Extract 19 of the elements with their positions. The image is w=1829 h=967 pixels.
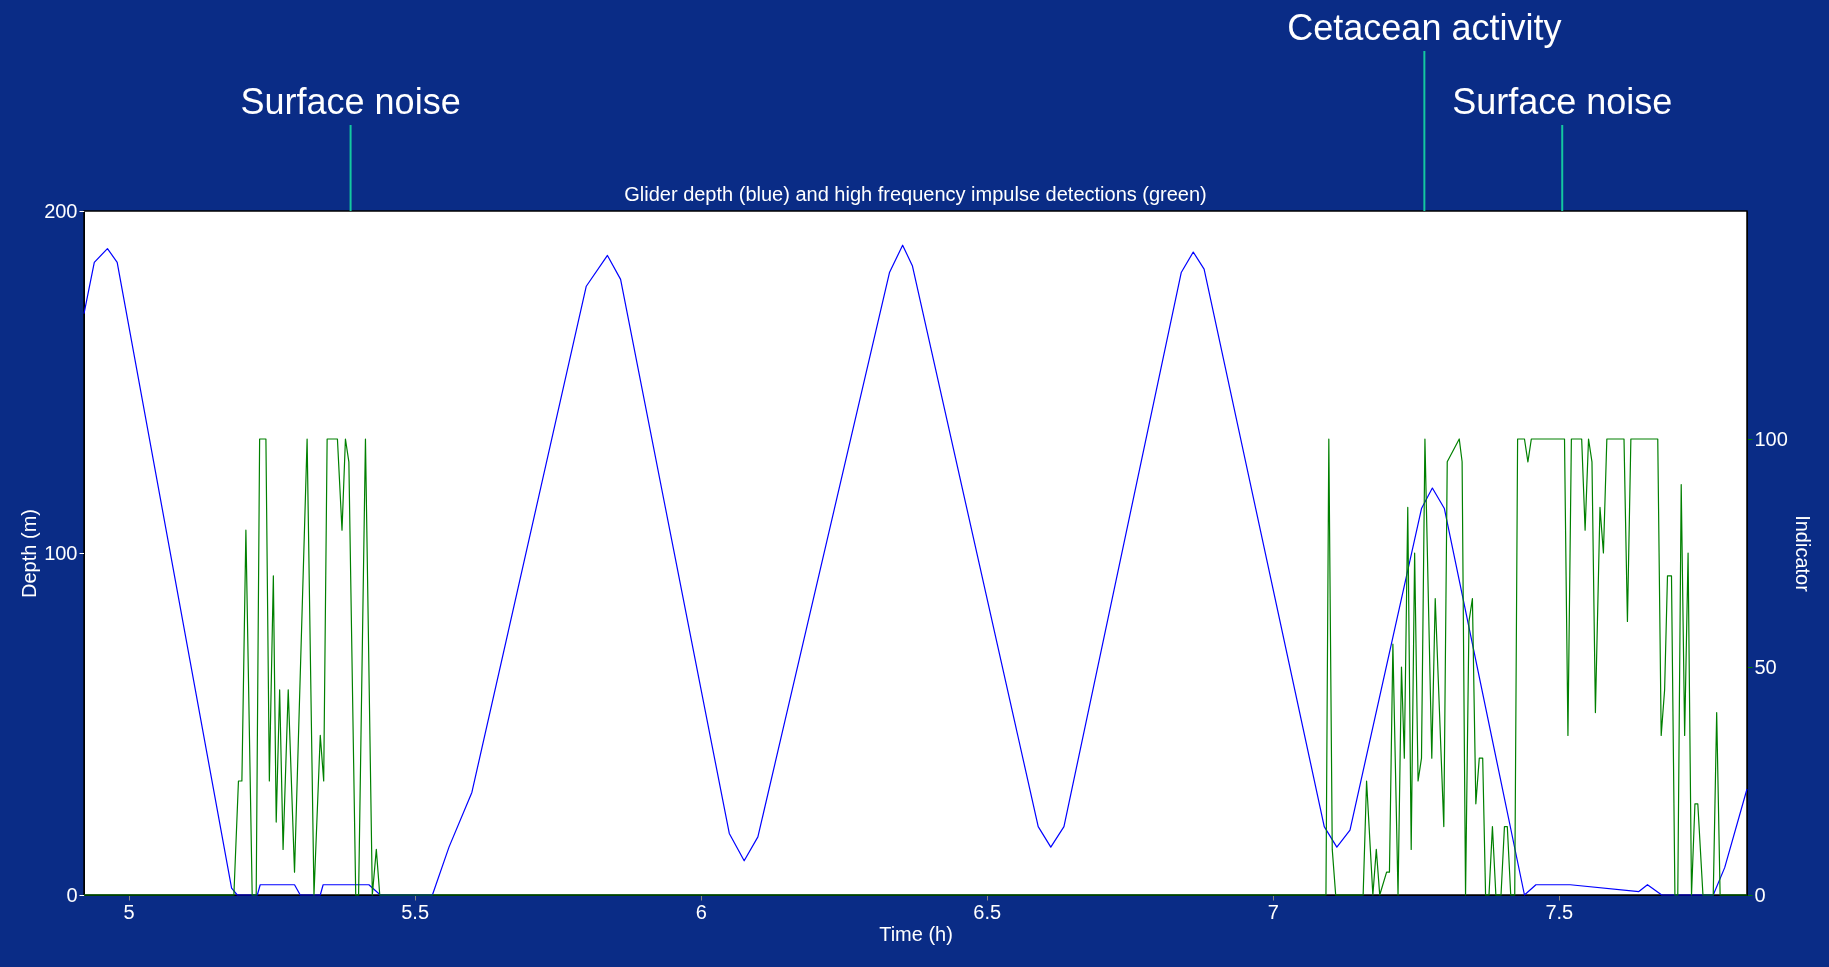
y-tick-label: 0	[66, 883, 78, 906]
x-tick-label: 5.5	[401, 900, 430, 923]
x-tick-label: 5	[123, 900, 135, 923]
ref-line-label: Surface noise	[240, 81, 461, 122]
ref-line-label: Surface noise	[1452, 81, 1673, 122]
chart-title: Glider depth (blue) and high frequency impulse detections (green)	[624, 183, 1207, 205]
x-tick-label: 7	[1267, 900, 1279, 923]
x-tick-label: 6.5	[973, 900, 1002, 923]
y2-axis-title: Indicator	[1791, 515, 1814, 593]
x-tick-label: 6	[695, 900, 707, 923]
y2-tick-label: 100	[1754, 427, 1788, 450]
x-tick-label: 7.5	[1545, 900, 1574, 923]
ref-line-label: Cetacean activity	[1287, 7, 1562, 48]
y2-tick-label: 0	[1754, 883, 1766, 906]
x-axis-title: Time (h)	[879, 922, 953, 945]
y-axis-title: Depth (m)	[18, 509, 41, 598]
y2-tick-label: 50	[1754, 655, 1777, 678]
y-tick-label: 100	[44, 541, 78, 564]
y-tick-label: 200	[44, 199, 78, 222]
